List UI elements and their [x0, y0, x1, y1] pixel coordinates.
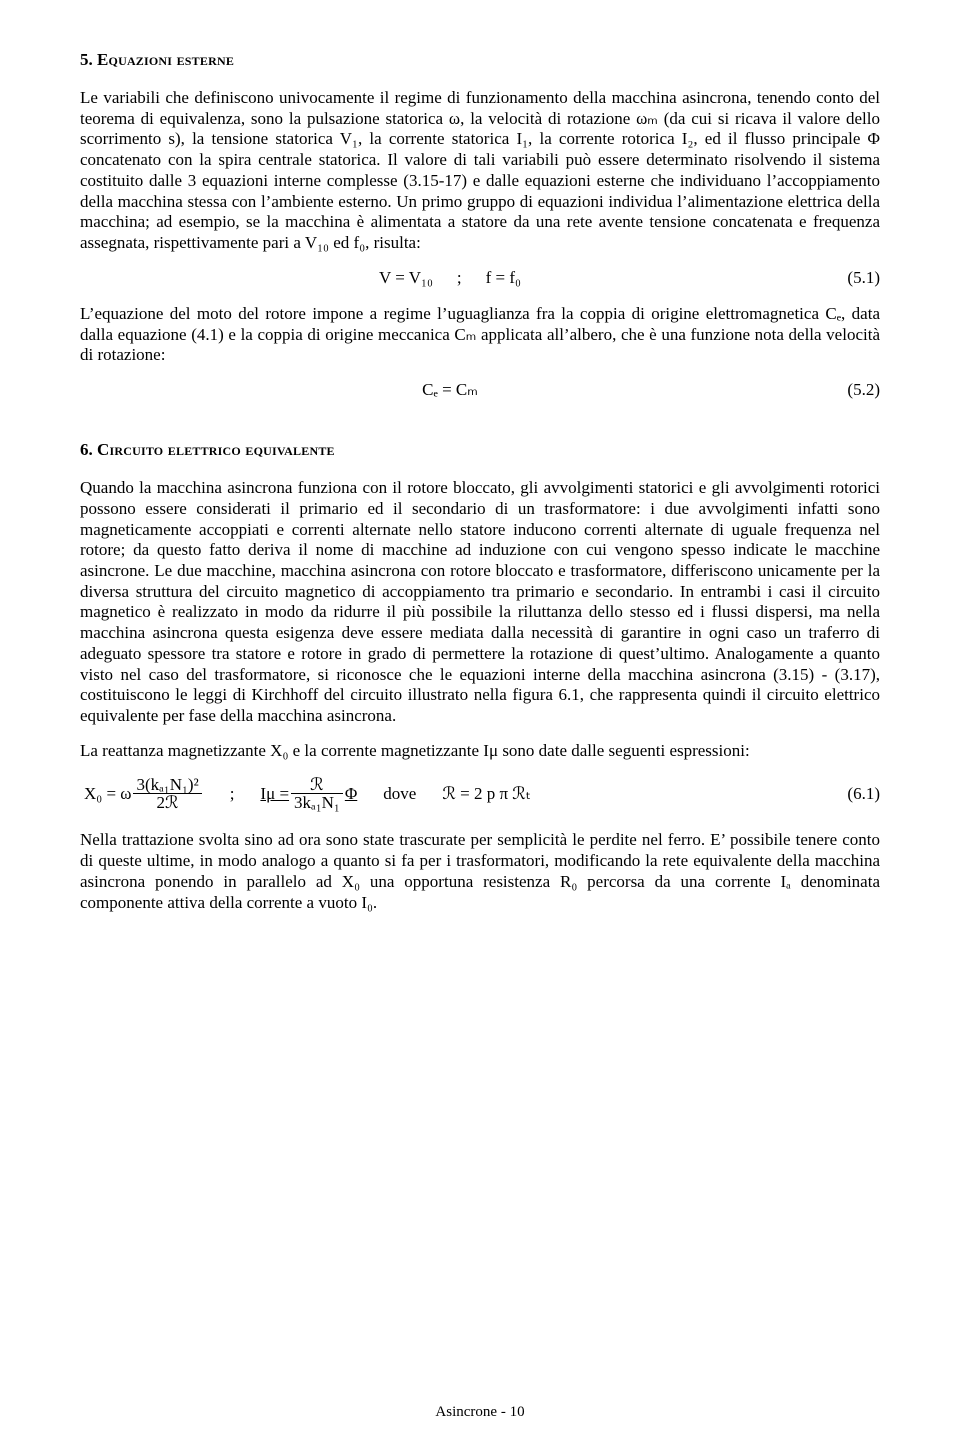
section-6-title: Circuito elettrico equivalente: [97, 440, 335, 459]
equation-5-1-body: V = V₁₀ ; f = f₀: [80, 268, 820, 288]
equation-5-2-number: (5.2): [820, 380, 880, 400]
eq-6-1-imu-lhs: Iμ =: [260, 784, 289, 804]
eq-6-1-sep: ;: [230, 784, 235, 804]
section-5-number: 5.: [80, 50, 93, 69]
section-5-title: Equazioni esterne: [97, 50, 234, 69]
page-footer: Asincrone - 10: [0, 1404, 960, 1421]
eq-6-1-rm: ℛ = 2 p π ℛₜ: [442, 784, 531, 804]
eq-6-1-x0-lhs: X₀ = ω: [84, 784, 131, 804]
eq-6-1-imu-frac: ℛ 3kₐ₁N₁: [291, 776, 343, 813]
eq-6-1-x0-frac: 3(kₐ₁N₁)² 2ℛ: [133, 776, 201, 813]
section-5-para-2: L’equazione del moto del rotore impone a…: [80, 304, 880, 366]
eq-6-1-x0: X₀ = ω 3(kₐ₁N₁)² 2ℛ: [84, 776, 204, 813]
equation-5-1-number: (5.1): [820, 268, 880, 288]
equation-6-1-number: (6.1): [820, 784, 880, 804]
page: 5. Equazioni esterne Le variabili che de…: [0, 0, 960, 1451]
eq-6-1-imu-rhs: Φ: [345, 784, 357, 804]
section-6-heading: 6. Circuito elettrico equivalente: [80, 440, 880, 460]
section-6-para-3: Nella trattazione svolta sino ad ora son…: [80, 830, 880, 913]
eq-5-1-a: V = V₁₀: [379, 268, 433, 288]
section-6-para-2: La reattanza magnetizzante X₀ e la corre…: [80, 741, 880, 762]
eq-6-1-imu-num: ℛ: [291, 776, 343, 795]
eq-6-1-dove: dove: [383, 784, 416, 804]
section-6-para-1: Quando la macchina asincrona funziona co…: [80, 478, 880, 727]
equation-5-2-body: Cₑ = Cₘ: [80, 380, 820, 400]
section-5-heading: 5. Equazioni esterne: [80, 50, 880, 70]
equation-6-1-body: X₀ = ω 3(kₐ₁N₁)² 2ℛ ; Iμ = ℛ 3kₐ₁N₁ Φ do…: [80, 776, 820, 813]
eq-5-1-b: f = f₀: [486, 268, 521, 288]
eq-5-1-sep: ;: [457, 268, 462, 288]
section-6-number: 6.: [80, 440, 93, 459]
equation-6-1: X₀ = ω 3(kₐ₁N₁)² 2ℛ ; Iμ = ℛ 3kₐ₁N₁ Φ do…: [80, 776, 880, 813]
eq-6-1-imu-den: 3kₐ₁N₁: [291, 794, 343, 812]
eq-6-1-x0-num: 3(kₐ₁N₁)²: [133, 776, 201, 795]
eq-6-1-imu: Iμ = ℛ 3kₐ₁N₁ Φ: [260, 776, 357, 813]
section-5-para-1: Le variabili che definiscono univocament…: [80, 88, 880, 254]
equation-5-1: V = V₁₀ ; f = f₀ (5.1): [80, 268, 880, 288]
equation-5-2: Cₑ = Cₘ (5.2): [80, 380, 880, 400]
eq-6-1-x0-den: 2ℛ: [133, 794, 201, 812]
